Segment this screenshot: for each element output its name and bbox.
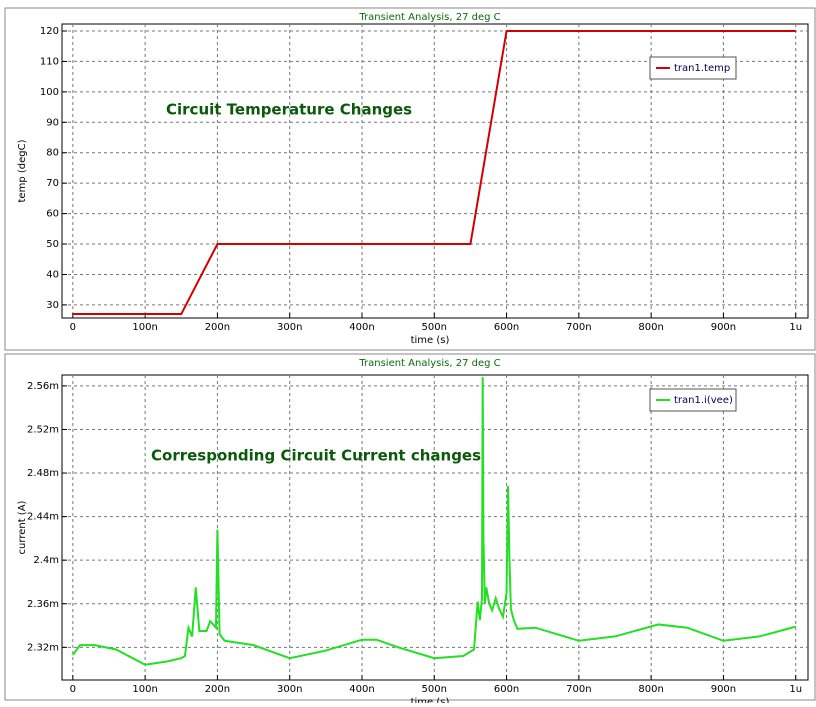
- x-tick-label: 600n: [494, 322, 519, 333]
- legend-label: tran1.i(vee): [674, 395, 733, 406]
- y-tick-label: 2.44m: [27, 512, 59, 523]
- y-tick-label: 2.52m: [27, 424, 59, 435]
- x-tick-label: 200n: [205, 322, 230, 333]
- y-tick-label: 2.48m: [27, 468, 59, 479]
- data-line: [72, 377, 796, 666]
- y-tick-label: 40: [46, 269, 59, 280]
- legend-box: [649, 388, 737, 412]
- x-tick-label: 300n: [277, 322, 302, 333]
- y-tick-label: 90: [46, 117, 59, 128]
- x-tick-label: 400n: [349, 322, 374, 333]
- x-tick-label: 400n: [349, 684, 374, 695]
- x-tick-label: 100n: [132, 684, 157, 695]
- y-tick-label: 2.56m: [27, 381, 59, 392]
- x-tick-label: 300n: [277, 684, 302, 695]
- x-tick-label: 900n: [711, 684, 736, 695]
- x-tick-label: 700n: [566, 322, 591, 333]
- annotation: Corresponding Circuit Current changes: [151, 447, 481, 465]
- x-tick-label: 800n: [638, 322, 663, 333]
- y-tick-label: 2.4m: [33, 555, 59, 566]
- annotation: Circuit Temperature Changes: [166, 101, 412, 119]
- data-line: [72, 30, 796, 316]
- x-tick-label: 200n: [205, 684, 230, 695]
- legend-box: [649, 56, 737, 80]
- x-axis-label: time (s): [411, 335, 450, 346]
- x-tick-label: 0: [70, 322, 76, 333]
- chart-title: Transient Analysis, 27 deg C: [358, 358, 500, 369]
- y-tick-label: 70: [46, 178, 59, 189]
- y-tick-label: 80: [46, 148, 59, 159]
- y-axis-label: current (A): [17, 500, 28, 554]
- y-tick-label: 120: [40, 26, 59, 37]
- x-axis-label: time (s): [411, 697, 450, 703]
- y-tick-label: 60: [46, 209, 59, 220]
- x-tick-label: 500n: [422, 684, 447, 695]
- x-tick-label: 100n: [132, 322, 157, 333]
- y-tick-label: 100: [40, 87, 59, 98]
- x-tick-label: 1u: [789, 684, 802, 695]
- x-tick-label: 800n: [638, 684, 663, 695]
- plot-area: [61, 374, 809, 681]
- y-tick-label: 2.32m: [27, 642, 59, 653]
- y-axis-label: temp (degC): [17, 139, 28, 202]
- x-tick-label: 1u: [789, 322, 802, 333]
- legend-label: tran1.temp: [674, 63, 730, 74]
- x-tick-label: 700n: [566, 684, 591, 695]
- x-tick-label: 0: [70, 684, 76, 695]
- chart-title: Transient Analysis, 27 deg C: [358, 12, 500, 23]
- y-tick-label: 50: [46, 239, 59, 250]
- x-tick-label: 900n: [711, 322, 736, 333]
- x-tick-label: 600n: [494, 684, 519, 695]
- y-tick-label: 2.36m: [27, 599, 59, 610]
- y-tick-label: 110: [40, 56, 59, 67]
- x-tick-label: 500n: [422, 322, 447, 333]
- y-tick-label: 30: [46, 300, 59, 311]
